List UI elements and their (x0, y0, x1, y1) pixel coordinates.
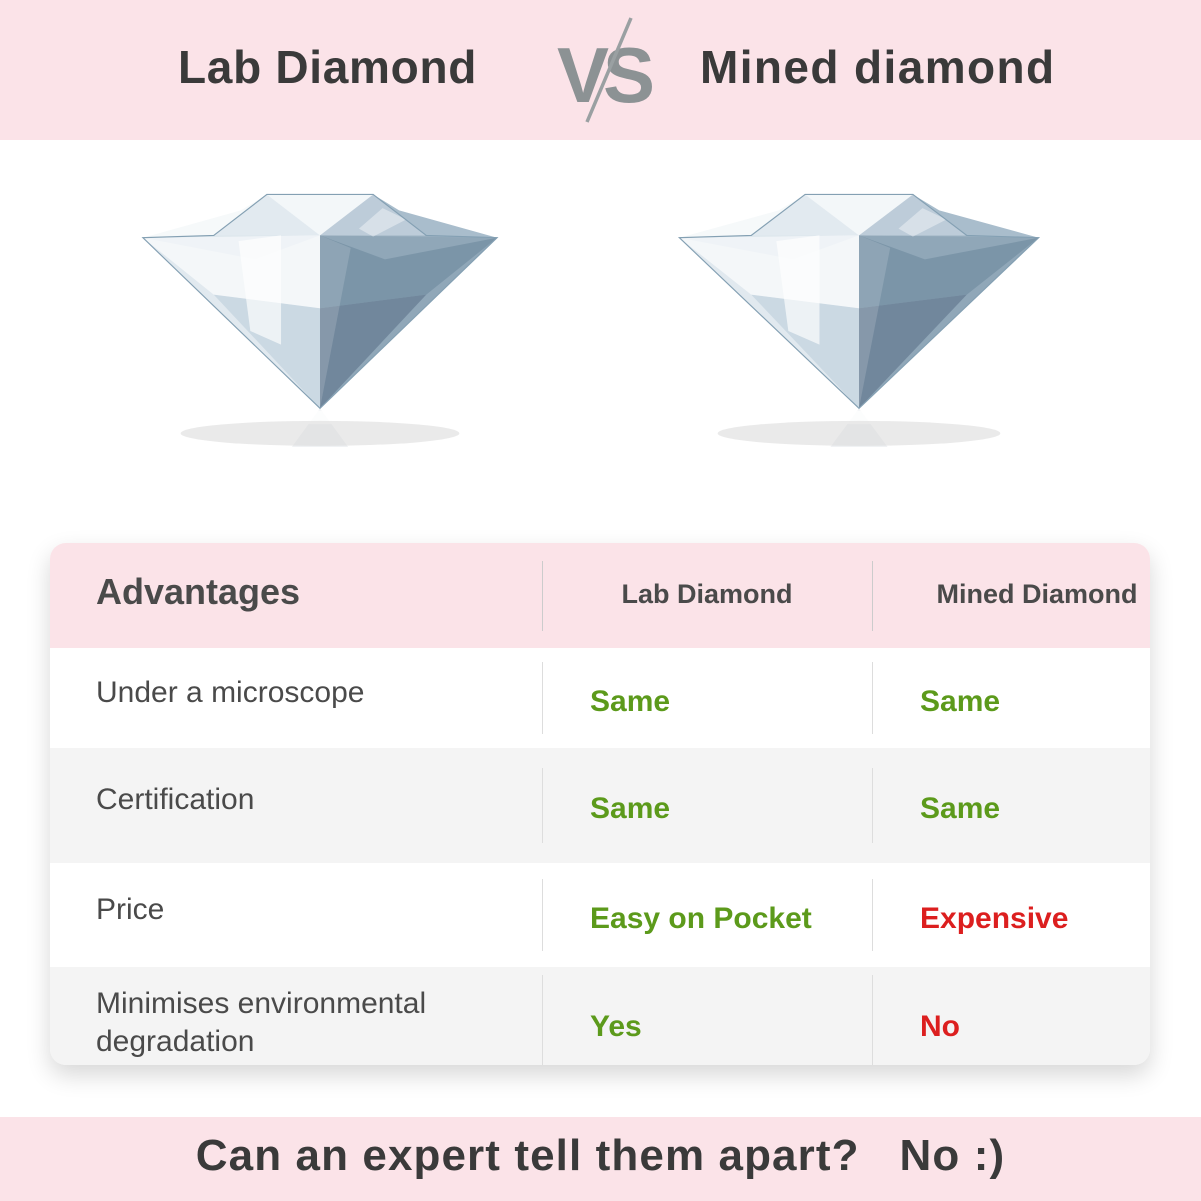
svg-text:VS: VS (557, 31, 652, 119)
